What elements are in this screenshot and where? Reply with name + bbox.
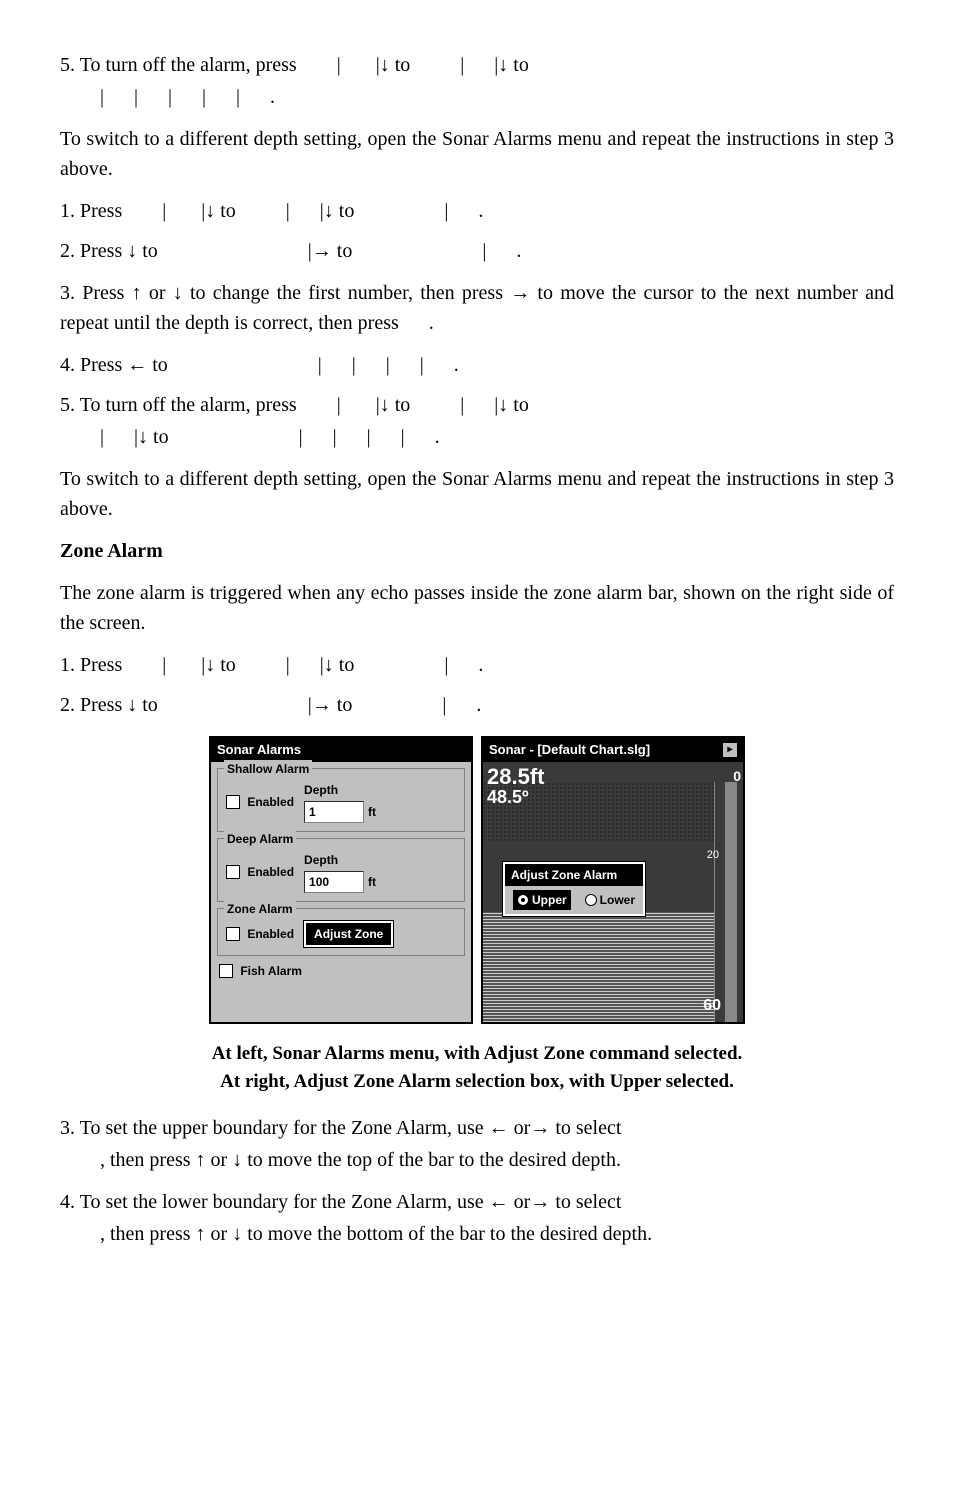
sonar-temp: 48.5º [487, 788, 544, 806]
step-2a: 2. Press ↓ to |→ to | . [60, 236, 894, 266]
sonar-titlebar: Sonar - [Default Chart.slg] ▸ [483, 738, 743, 762]
shallow-alarm-group: Shallow Alarm Enabled Depth 1 ft [217, 768, 465, 832]
deep-alarm-group: Deep Alarm Enabled Depth 100 ft [217, 838, 465, 902]
sonar-content: 28.5ft 48.5º 0 20 60 Adjust Zone Alarm U… [483, 762, 743, 1022]
step-1b: 1. Press | |↓ to | |↓ to | . [60, 650, 894, 680]
caption-line-2: At right, Adjust Zone Alarm selection bo… [60, 1068, 894, 1097]
caption-line-1: At left, Sonar Alarms menu, with Adjust … [60, 1040, 894, 1069]
sonar-readout: 28.5ft 48.5º [487, 766, 544, 806]
shallow-depth-input[interactable]: 1 [304, 801, 364, 823]
dialog-titlebar: Sonar Alarms [211, 738, 471, 762]
adjust-zone-box: Adjust Zone Alarm Upper Lower [503, 862, 645, 916]
upper-label: Upper [532, 891, 567, 909]
figures-row: Sonar Alarms Shallow Alarm Enabled Depth… [60, 736, 894, 1024]
step-4a: 4. Press ← to | | | | . [60, 350, 894, 380]
para-switch-1: To switch to a different depth setting, … [60, 124, 894, 184]
upper-radio[interactable]: Upper [513, 890, 571, 910]
shallow-checkbox[interactable] [226, 795, 240, 809]
shallow-title: Shallow Alarm [224, 760, 312, 778]
titlebar-arrow-icon[interactable]: ▸ [723, 743, 737, 757]
zone-enabled-label: Enabled [247, 927, 294, 941]
step-4b: 4. To set the lower boundary for the Zon… [60, 1187, 894, 1217]
ruler-bar [725, 782, 737, 1022]
ruler-bottom: 60 [703, 994, 721, 1018]
shallow-enabled-label: Enabled [247, 795, 294, 809]
zone-checkbox[interactable] [226, 927, 240, 941]
shallow-depth-label: Depth [304, 781, 376, 799]
sonar-alarms-dialog: Sonar Alarms Shallow Alarm Enabled Depth… [209, 736, 473, 1024]
fish-label: Fish Alarm [240, 964, 302, 978]
sonar-bottom-echo [483, 912, 715, 1022]
ruler-mid: 20 [707, 847, 719, 864]
step-5a: 5. To turn off the alarm, press | |↓ to … [60, 50, 894, 80]
zone-alarm-heading: Zone Alarm [60, 536, 894, 566]
shallow-unit: ft [368, 803, 376, 821]
step-3b: 3. To set the upper boundary for the Zon… [60, 1113, 894, 1143]
deep-depth-label: Depth [304, 851, 376, 869]
zone-enabled-row[interactable]: Enabled [226, 925, 294, 943]
dialog-title: Sonar Alarms [217, 740, 301, 760]
lower-label: Lower [600, 891, 635, 909]
deep-checkbox[interactable] [226, 865, 240, 879]
step-3a: 3. Press ↑ or ↓ to change the first numb… [60, 278, 894, 338]
deep-unit: ft [368, 873, 376, 891]
deep-enabled-label: Enabled [247, 865, 294, 879]
zone-title: Zone Alarm [224, 900, 296, 918]
step-5b: 5. To turn off the alarm, press | |↓ to … [60, 390, 894, 420]
sonar-ruler: 0 20 60 [714, 782, 743, 1022]
ruler-zero: 0 [733, 766, 741, 787]
deep-enabled-row[interactable]: Enabled [226, 863, 294, 881]
upper-radio-icon [517, 894, 529, 906]
deep-depth-input[interactable]: 100 [304, 871, 364, 893]
step-5b-cont: | |↓ to | | | | . [60, 422, 894, 452]
step-4b-cont: , then press ↑ or ↓ to move the bottom o… [60, 1219, 894, 1249]
step-2b: 2. Press ↓ to |→ to | . [60, 690, 894, 720]
adjust-zone-title: Adjust Zone Alarm [505, 864, 643, 886]
deep-title: Deep Alarm [224, 830, 296, 848]
step-5a-cont: | | | | | . [60, 82, 894, 112]
sonar-window: Sonar - [Default Chart.slg] ▸ 28.5ft 48.… [481, 736, 745, 1024]
step-1a: 1. Press | |↓ to | |↓ to | . [60, 196, 894, 226]
zone-alarm-group: Zone Alarm Enabled Adjust Zone [217, 908, 465, 956]
fish-checkbox[interactable] [219, 964, 233, 978]
zone-alarm-para: The zone alarm is triggered when any ech… [60, 578, 894, 638]
step-3b-cont: , then press ↑ or ↓ to move the top of t… [60, 1145, 894, 1175]
figure-caption: At left, Sonar Alarms menu, with Adjust … [60, 1040, 894, 1097]
adjust-zone-button[interactable]: Adjust Zone [304, 921, 393, 947]
lower-radio[interactable]: Lower [585, 890, 635, 910]
lower-radio-icon [585, 894, 597, 906]
fish-alarm-row[interactable]: Fish Alarm [219, 962, 463, 980]
sonar-title: Sonar - [Default Chart.slg] [489, 740, 650, 760]
para-switch-2: To switch to a different depth setting, … [60, 464, 894, 524]
shallow-enabled-row[interactable]: Enabled [226, 793, 294, 811]
sonar-depth: 28.5ft [487, 766, 544, 788]
